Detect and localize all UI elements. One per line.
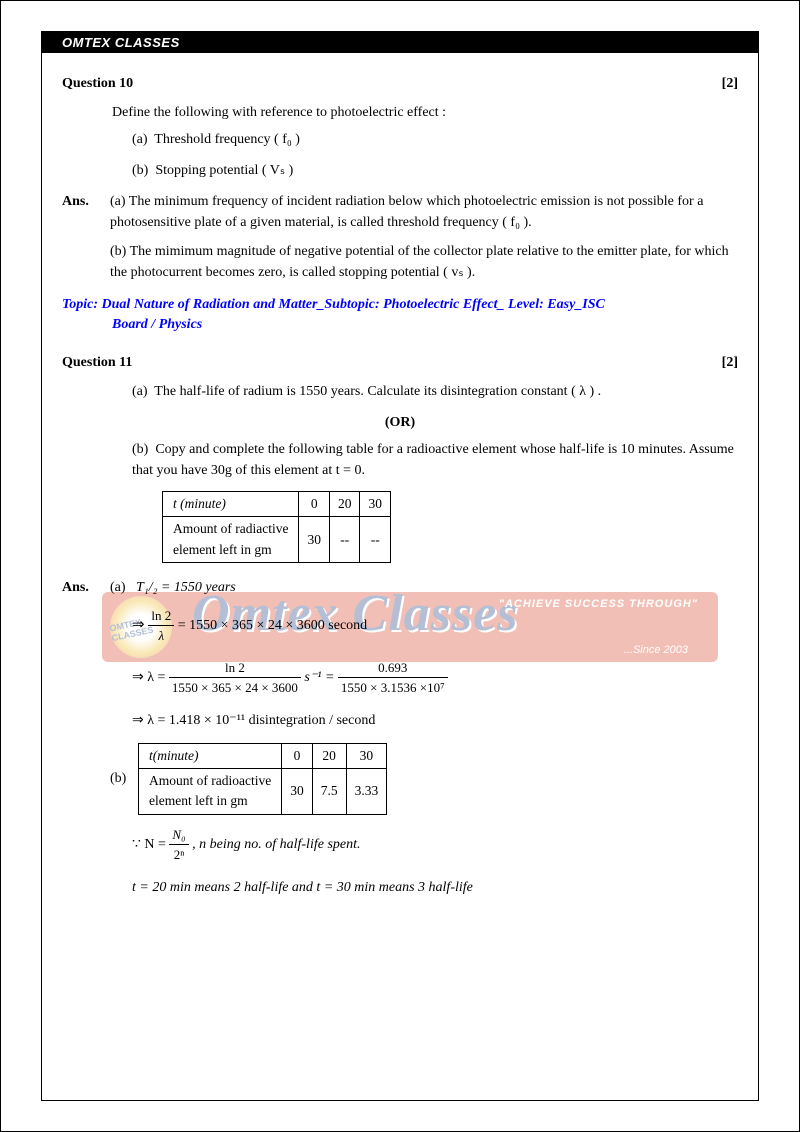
eq6: t = 20 min means 2 half-life and t = 30 … — [132, 877, 738, 898]
cell: 7.5 — [312, 769, 346, 815]
cell-amount-header: Amount of radioactive element left in gm — [139, 769, 282, 815]
q10-part-a: (a) Threshold frequency ( f₀ ) — [132, 129, 738, 150]
cell: 30 — [346, 743, 387, 768]
sub-label: (a) — [110, 580, 126, 595]
cell: 3.33 — [346, 769, 387, 815]
cell-time-header: t (minute) — [163, 492, 299, 517]
frac-den: λ — [148, 626, 174, 646]
frac-num: ln 2 — [169, 658, 301, 679]
frac-num: ln 2 — [148, 606, 174, 627]
q11-answer-b: (b) t(minute) 0 20 30 Amount of radioact… — [110, 743, 738, 815]
q11-table1: t (minute) 0 20 30 Amount of radiactive … — [162, 491, 391, 563]
q10-answer-a: Ans. (a) The minimum frequency of incide… — [62, 191, 738, 233]
cell: 0 — [299, 492, 330, 517]
page-inner: OMTEX CLASSES OMTEX CLASSES Omtex Classe… — [41, 31, 759, 1101]
cell: 30 — [360, 492, 391, 517]
frac-num: 0.693 — [338, 658, 448, 679]
eq-pre: ∵ N = — [132, 837, 166, 852]
cell-time-header: t(minute) — [139, 743, 282, 768]
q11-marks: [2] — [722, 352, 738, 373]
topic-line1: Topic: Dual Nature of Radiation and Matt… — [62, 297, 605, 312]
q11-part-b: (b) Copy and complete the following tabl… — [132, 439, 738, 481]
sub-label: (b) — [110, 768, 138, 789]
q10-ans-a-text: (a) The minimum frequency of incident ra… — [110, 191, 738, 233]
cell: 30 — [282, 769, 313, 815]
cell: 20 — [329, 492, 360, 517]
cell: -- — [360, 517, 391, 563]
q10-part-b: (b) Stopping potential ( Vₛ ) — [132, 160, 738, 181]
q10-header: Question 10 [2] — [62, 73, 738, 94]
table-row: Amount of radioactive element left in gm… — [139, 769, 387, 815]
q10-answer-b: (b) The mimimum magnitude of negative po… — [110, 241, 738, 283]
or-divider: (OR) — [62, 412, 738, 433]
q11-a-text: The half-life of radium is 1550 years. C… — [154, 384, 601, 399]
cell: -- — [329, 517, 360, 563]
q11-b-text: Copy and complete the following table fo… — [132, 442, 734, 478]
q10-title: Question 10 — [62, 73, 133, 94]
topic-line2: Board / Physics — [112, 315, 738, 335]
q11-part-a: (a) The half-life of radium is 1550 year… — [132, 381, 738, 402]
frac-den: 1550 × 365 × 24 × 3600 — [169, 678, 301, 698]
table-row: t (minute) 0 20 30 — [163, 492, 391, 517]
cell: 30 — [299, 517, 330, 563]
brand-header: OMTEX CLASSES — [42, 32, 758, 53]
q11-answer-a: Ans. (a) T₁/₂ = 1550 years — [62, 577, 738, 598]
cell: 0 — [282, 743, 313, 768]
cell-line: Amount of radioactive — [149, 773, 271, 788]
q11-title: Question 11 — [62, 352, 132, 373]
q11-header: Question 11 [2] — [62, 352, 738, 373]
eq-mid: s⁻¹ = — [304, 670, 334, 685]
page: OMTEX CLASSES OMTEX CLASSES Omtex Classe… — [0, 0, 800, 1132]
eq5: ∵ N = N₀2ⁿ , n being no. of half-life sp… — [132, 825, 738, 865]
cell: 20 — [312, 743, 346, 768]
eq-pre: ⇒ λ = — [132, 670, 165, 685]
eq4: ⇒ λ = 1.418 × 10⁻¹¹ disintegration / sec… — [132, 710, 738, 731]
q11-table2: t(minute) 0 20 30 Amount of radioactive … — [138, 743, 387, 815]
q10-topic: Topic: Dual Nature of Radiation and Matt… — [62, 295, 738, 334]
cell-line: element left in gm — [173, 542, 272, 557]
eq-rhs: = 1550 × 365 × 24 × 3600 second — [178, 618, 367, 633]
q10-a-label: (a) — [132, 132, 148, 147]
cell-amount-header: Amount of radiactive element left in gm — [163, 517, 299, 563]
frac-den: 1550 × 3.1536 ×10⁷ — [338, 678, 448, 698]
table-row: Amount of radiactive element left in gm … — [163, 517, 391, 563]
q11-a-label: (a) — [132, 384, 148, 399]
frac-num: N₀ — [169, 825, 188, 846]
content-area: Question 10 [2] Define the following wit… — [42, 53, 758, 930]
eq-post: , n being no. of half-life spent. — [192, 837, 360, 852]
q10-intro: Define the following with reference to p… — [112, 102, 738, 123]
q10-marks: [2] — [722, 73, 738, 94]
ans-label: Ans. — [62, 577, 110, 598]
q11-ans-a: (a) T₁/₂ = 1550 years — [110, 577, 738, 598]
eq-line: T₁/₂ = 1550 years — [136, 580, 236, 595]
ans-label: Ans. — [62, 191, 110, 233]
eq3: ⇒ λ = ln 21550 × 365 × 24 × 3600 s⁻¹ = 0… — [132, 658, 738, 698]
q10-b-label: (b) — [132, 163, 148, 178]
cell-line: element left in gm — [149, 793, 248, 808]
q10-a-text: Threshold frequency ( f₀ ) — [154, 132, 300, 147]
cell-line: Amount of radiactive — [173, 521, 288, 536]
frac-den: 2ⁿ — [169, 845, 188, 865]
table-row: t(minute) 0 20 30 — [139, 743, 387, 768]
eq2: ⇒ ln 2λ = 1550 × 365 × 24 × 3600 second — [132, 606, 738, 646]
q10-b-text: Stopping potential ( Vₛ ) — [155, 163, 293, 178]
q11-b-label: (b) — [132, 442, 148, 457]
